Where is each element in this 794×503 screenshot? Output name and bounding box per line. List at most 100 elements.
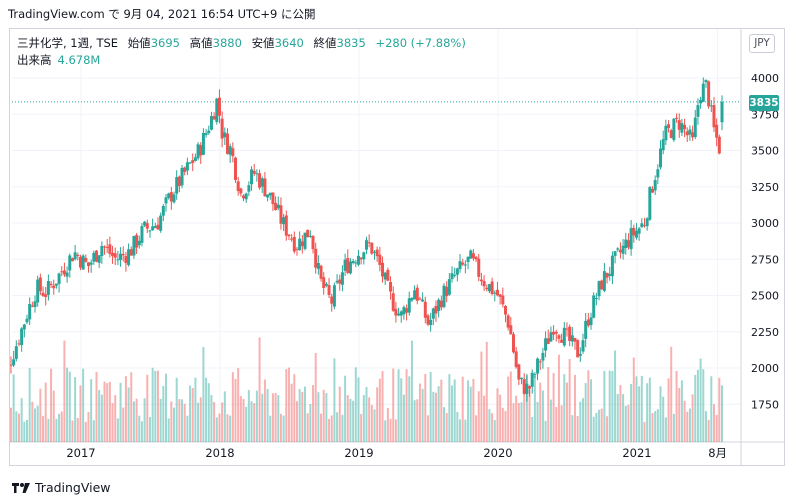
volume-bar: [20, 398, 23, 442]
candle-body: [717, 136, 721, 154]
volume-bar: [10, 407, 12, 442]
x-tick-label: 2021: [622, 446, 651, 460]
candle-body: [399, 311, 403, 316]
candle-body: [616, 248, 620, 250]
candle-body: [343, 259, 347, 271]
volume-bar: [258, 337, 261, 442]
volume-bar: [108, 381, 111, 442]
candle-body: [552, 331, 556, 335]
volume-bar: [325, 393, 328, 442]
volume-bar: [328, 418, 331, 442]
candle-body: [541, 352, 545, 361]
candle-body: [613, 251, 617, 256]
open-label: 始値: [127, 36, 151, 50]
candle-body: [683, 124, 687, 130]
x-tick-label: 8月: [708, 446, 727, 460]
candle-body: [46, 281, 50, 295]
volume-bar: [410, 340, 413, 442]
volume-bar: [619, 385, 622, 442]
volume-bar: [635, 376, 638, 442]
symbol-label[interactable]: 三井化学, 1週, TSE: [17, 36, 119, 50]
volume-bar: [148, 417, 151, 442]
candle-body: [175, 177, 179, 194]
candle-body: [274, 202, 278, 210]
candle-body: [413, 290, 417, 300]
candle-body: [386, 269, 390, 281]
volume-bar: [509, 371, 512, 442]
candle-body: [185, 162, 189, 171]
volume-bar: [373, 409, 376, 442]
candle-body: [169, 192, 173, 202]
candle-body: [25, 318, 29, 323]
candle-body: [642, 225, 646, 227]
volume-bar: [376, 387, 379, 442]
volume-bar: [491, 413, 494, 442]
y-tick-label: 2750: [751, 253, 779, 266]
currency-button[interactable]: JPY: [749, 34, 775, 53]
volume-bar: [333, 358, 336, 442]
candle-body: [156, 224, 160, 230]
volume-bar: [146, 374, 149, 442]
candle-body: [651, 188, 655, 193]
candle-body: [258, 173, 262, 188]
volume-bar: [611, 371, 614, 442]
candle-body: [493, 292, 497, 294]
x-tick-label: 2020: [483, 446, 512, 460]
candle-body: [431, 308, 435, 319]
volume-bar: [563, 374, 566, 442]
candle-body: [124, 256, 128, 264]
volume-bar: [688, 408, 691, 442]
volume-bar: [239, 396, 242, 442]
candle-body: [111, 252, 115, 256]
x-tick-label: 2018: [205, 446, 234, 460]
candle-body: [659, 148, 663, 168]
volume-bar: [202, 346, 205, 442]
candle-body: [528, 386, 532, 389]
volume-bar: [173, 407, 176, 442]
volume-bar: [592, 416, 595, 442]
volume-bar: [74, 377, 77, 442]
candle-body: [215, 98, 219, 122]
candle-body: [22, 324, 26, 330]
candle-body: [423, 301, 427, 318]
volume-bar: [90, 379, 93, 442]
candle-body: [332, 285, 336, 307]
candle-body: [463, 264, 467, 266]
candle-body: [418, 298, 422, 300]
high-label: 高値: [189, 36, 213, 50]
candle-body: [108, 244, 112, 254]
candle-body: [97, 255, 101, 263]
candle-body: [530, 372, 534, 387]
candle-body: [565, 328, 569, 330]
candle-body: [65, 272, 69, 277]
volume-bar: [552, 373, 555, 442]
price-chart[interactable]: 1750 2000 2250 2500 2750 3000 3250 3500 3750 4000…: [10, 29, 784, 465]
volume-bar: [263, 379, 266, 442]
volume-bar: [298, 389, 301, 442]
volume-bar: [397, 369, 400, 442]
candle-body: [116, 259, 120, 261]
candle-body: [180, 167, 184, 186]
candle-body: [589, 317, 593, 326]
volume-bar: [539, 382, 542, 442]
candle-body: [76, 254, 80, 257]
candle-body: [688, 129, 692, 135]
candle-body: [509, 325, 513, 335]
volume-bar: [384, 420, 387, 442]
candle-body: [306, 229, 310, 238]
candle-body: [645, 218, 649, 227]
footer-brand[interactable]: TradingView: [12, 480, 111, 495]
volume-bar: [504, 410, 507, 442]
candle-body: [30, 305, 34, 307]
volume-bar: [47, 418, 50, 442]
volume-bar: [178, 399, 181, 442]
volume-bar: [143, 398, 146, 442]
volume-bar: [36, 405, 39, 442]
volume-bar: [159, 398, 162, 442]
candle-body: [225, 133, 229, 154]
candle-body: [602, 271, 606, 291]
volume-bar: [624, 405, 627, 442]
candle-body: [335, 280, 339, 283]
candle-body: [137, 240, 141, 246]
volume-bar: [287, 367, 290, 442]
